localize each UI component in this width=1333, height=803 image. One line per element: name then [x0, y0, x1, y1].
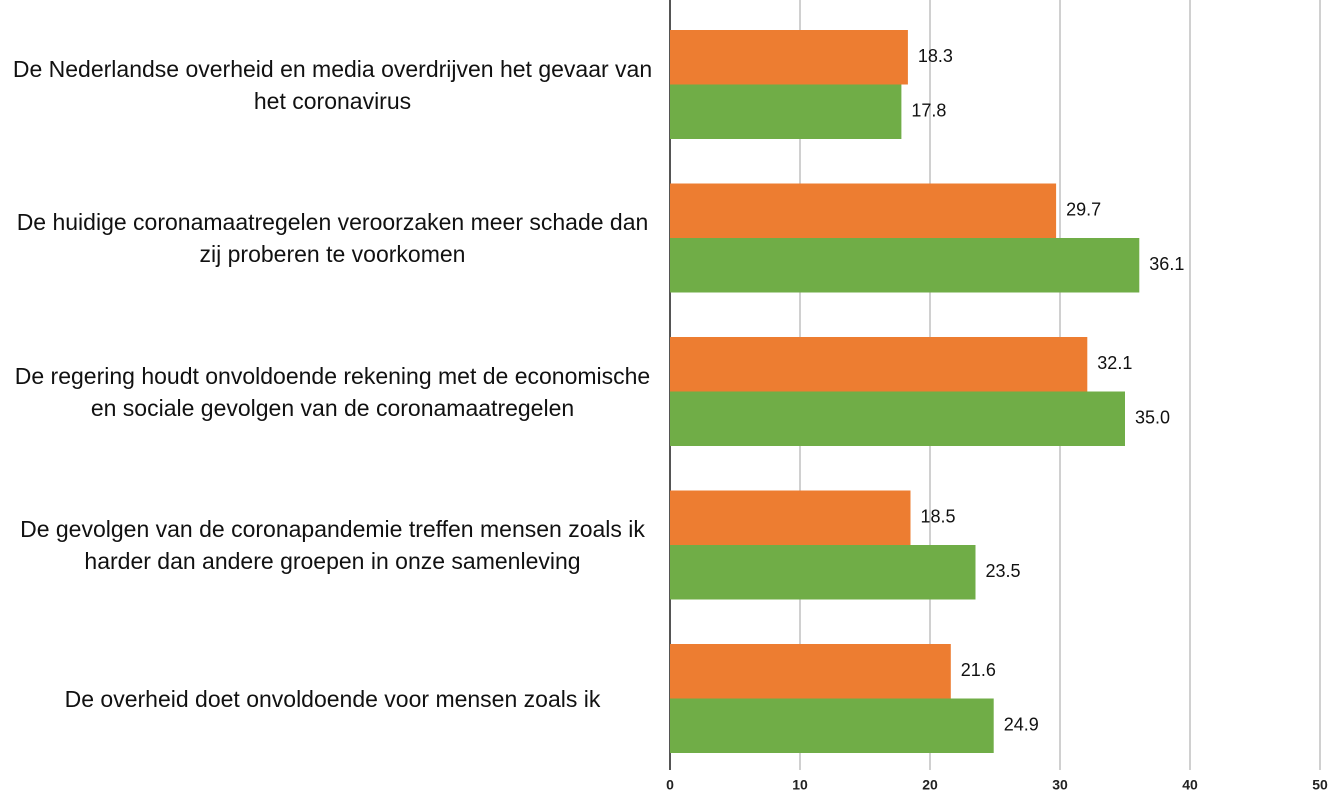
x-tick-label: 0 [666, 777, 674, 793]
category-label: De regering houdt onvoldoende rekening m… [14, 362, 651, 421]
category-label: De overheid doet onvoldoende voor mensen… [64, 685, 601, 712]
bar [670, 183, 1057, 238]
value-label: 29.7 [1066, 200, 1101, 220]
bar [670, 84, 902, 139]
category-label: De gevolgen van de coronapandemie treffe… [20, 516, 645, 574]
value-label: 18.3 [918, 46, 953, 66]
x-tick-label: 50 [1312, 777, 1328, 793]
bar [670, 30, 908, 85]
value-label: 21.6 [961, 660, 996, 680]
value-label: 23.5 [986, 561, 1021, 581]
x-tick-label: 40 [1182, 777, 1198, 793]
bar [670, 545, 976, 600]
category-label: De Nederlandse overheid en media overdri… [12, 55, 653, 114]
value-label: 17.8 [911, 101, 946, 121]
value-label: 32.1 [1097, 353, 1132, 373]
category-label: De huidige coronamaatregelen veroorzaken… [16, 209, 649, 267]
bar [670, 391, 1125, 446]
bar [670, 490, 911, 545]
x-tick-label: 20 [922, 777, 938, 793]
value-label: 36.1 [1149, 254, 1184, 274]
bar [670, 337, 1088, 392]
x-tick-label: 30 [1052, 777, 1068, 793]
bar [670, 644, 951, 699]
value-label: 18.5 [921, 507, 956, 527]
value-label: 24.9 [1004, 715, 1039, 735]
value-label: 35.0 [1135, 408, 1170, 428]
x-tick-label: 10 [792, 777, 808, 793]
bar [670, 238, 1140, 293]
bar [670, 698, 994, 753]
